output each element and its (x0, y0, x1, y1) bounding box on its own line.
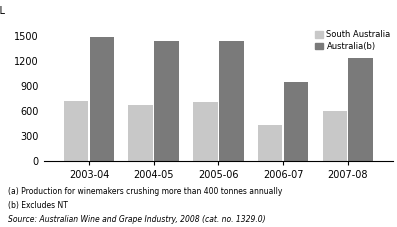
Text: (b) Excludes NT: (b) Excludes NT (8, 201, 68, 210)
Bar (193, 102, 218, 161)
Bar (64, 101, 88, 161)
Bar (258, 125, 282, 161)
Text: ML: ML (0, 6, 5, 16)
Bar (219, 42, 244, 161)
Text: Source: Australian Wine and Grape Industry, 2008 (cat. no. 1329.0): Source: Australian Wine and Grape Indust… (8, 215, 266, 224)
Bar (90, 37, 114, 161)
Bar (349, 58, 373, 161)
Bar (154, 42, 179, 161)
Bar (128, 105, 153, 161)
Text: (a) Production for winemakers crushing more than 400 tonnes annually: (a) Production for winemakers crushing m… (8, 187, 282, 196)
Bar (284, 82, 308, 161)
Legend: South Australia, Australia(b): South Australia, Australia(b) (313, 29, 392, 53)
Bar (322, 111, 347, 161)
